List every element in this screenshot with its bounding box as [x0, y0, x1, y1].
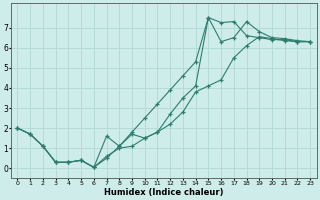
X-axis label: Humidex (Indice chaleur): Humidex (Indice chaleur)	[104, 188, 224, 197]
